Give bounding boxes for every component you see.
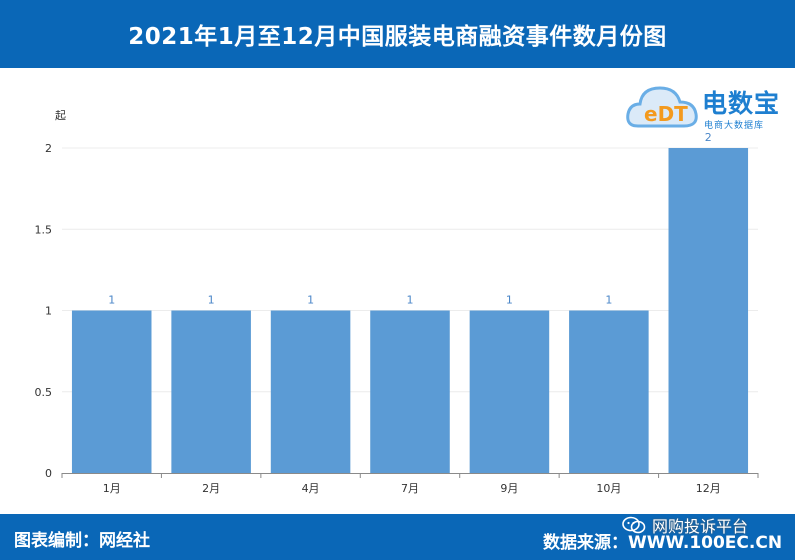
data-label: 1 bbox=[605, 294, 612, 307]
data-label: 1 bbox=[108, 294, 115, 307]
data-label: 1 bbox=[307, 294, 314, 307]
wechat-watermark: 网购投诉平台 bbox=[622, 512, 748, 538]
data-label: 1 bbox=[506, 294, 513, 307]
y-axis-label: 起 bbox=[55, 109, 66, 122]
bar bbox=[668, 148, 749, 473]
x-tick-label: 12月 bbox=[696, 482, 721, 495]
data-label: 1 bbox=[208, 294, 215, 307]
bar bbox=[171, 310, 251, 473]
footer-bar: 图表编制：网经社 数据来源：WWW.100EC.CN bbox=[0, 514, 795, 560]
x-tick-label: 10月 bbox=[596, 482, 621, 495]
header-bar: 2021年1月至12月中国服装电商融资事件数月份图 bbox=[0, 0, 795, 68]
logo-tagline: 电商大数据库 bbox=[704, 121, 765, 131]
y-tick-label: 0 bbox=[45, 467, 52, 480]
x-tick-label: 9月 bbox=[500, 482, 518, 495]
cloud-logo-icon: eDT bbox=[626, 86, 698, 128]
bar bbox=[370, 310, 450, 473]
y-tick-label: 1 bbox=[45, 305, 52, 318]
x-tick-label: 2月 bbox=[202, 482, 220, 495]
bar bbox=[71, 310, 152, 473]
x-tick-label: 7月 bbox=[401, 482, 419, 495]
chart-area: 0 0.5 1 1.5 2 起 1 1月 1 2月 1 4月 1 7月 1 9月 1 10月 2 12月 bbox=[0, 68, 795, 514]
bar bbox=[469, 310, 550, 473]
wechat-account: 网购投诉平台 bbox=[652, 517, 749, 536]
footer-source: 数据来源：WWW.100EC.CN bbox=[543, 533, 783, 553]
footer-credit: 图表编制：网经社 bbox=[14, 531, 150, 551]
wechat-icon bbox=[622, 516, 646, 534]
data-label: 1 bbox=[407, 294, 414, 307]
logo-mark: eDT bbox=[644, 102, 688, 126]
x-tick-label: 4月 bbox=[302, 482, 320, 495]
y-tick-label: 1.5 bbox=[35, 223, 53, 236]
data-label: 2 bbox=[705, 131, 712, 144]
logo-brand: 电数宝 bbox=[702, 89, 781, 118]
bar bbox=[270, 310, 351, 473]
x-tick-label: 1月 bbox=[103, 482, 121, 495]
bar bbox=[569, 310, 649, 473]
logo: eDT 电数宝 电商大数据库 bbox=[624, 74, 789, 136]
y-tick-label: 2 bbox=[45, 142, 52, 155]
chart-title: 2021年1月至12月中国服装电商融资事件数月份图 bbox=[128, 24, 667, 50]
y-tick-label: 0.5 bbox=[35, 386, 53, 399]
